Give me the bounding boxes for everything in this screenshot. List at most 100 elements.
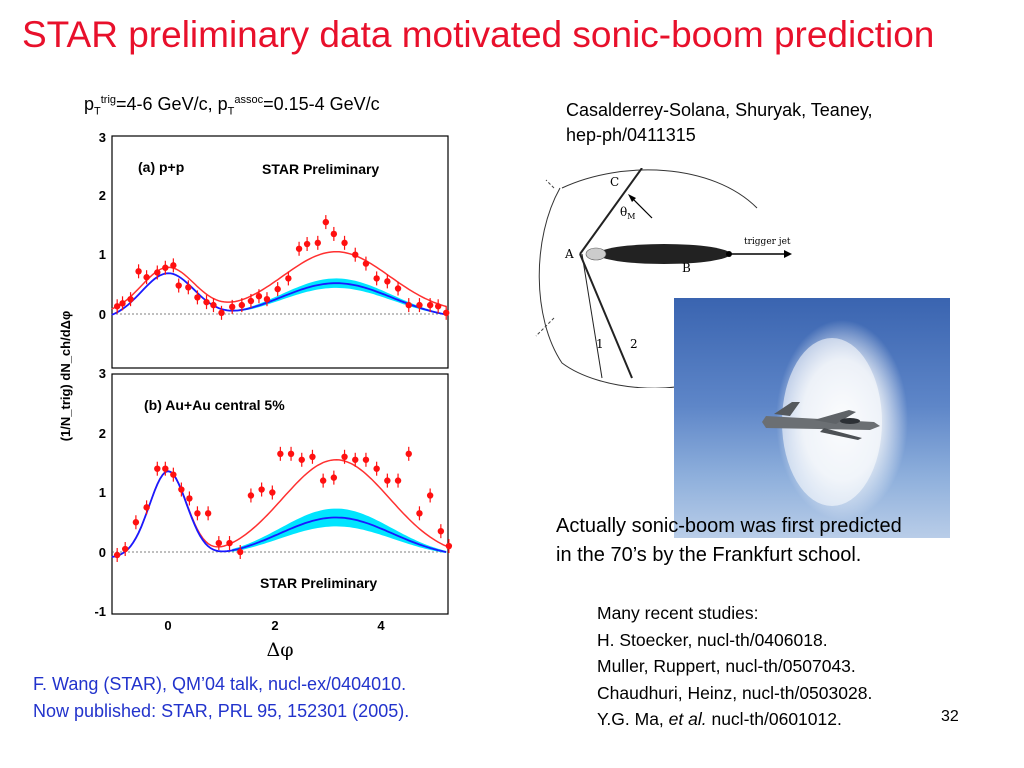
panel-b-ytick-1: 1 [99, 485, 106, 500]
trigger-arrowhead [784, 250, 792, 258]
data-point [258, 486, 265, 493]
sonic-boom-note: Actually sonic-boom was first predicted … [556, 512, 902, 570]
data-point [143, 274, 150, 281]
cond-p1: p [84, 94, 95, 114]
xtick-4: 4 [377, 618, 385, 633]
panel-a: (a) p+p STAR Preliminary 3 2 1 0 [99, 130, 450, 369]
panel-b-tag: STAR Preliminary [260, 575, 377, 591]
jet-tail [585, 247, 607, 261]
data-point [237, 548, 244, 556]
data-point [113, 551, 121, 559]
data-point [437, 527, 445, 535]
slide-title: STAR preliminary data motivated sonic-bo… [22, 14, 935, 55]
panel-b-frame [111, 373, 449, 615]
label-1: 1 [596, 337, 604, 351]
data-point [405, 301, 412, 309]
data-point [341, 239, 348, 247]
data-point [204, 510, 212, 517]
recent-studies: Many recent studies: H. Stoecker, nucl-t… [597, 600, 872, 733]
label-theta: θM [620, 205, 635, 221]
sonic-boom-photo [674, 298, 950, 538]
diagram-circle-top [561, 169, 758, 209]
cone-upper-line [579, 168, 643, 255]
panel-a-ytick-1: 1 [99, 247, 106, 262]
data-point [434, 303, 442, 310]
data-point [132, 519, 140, 526]
data-point [113, 303, 121, 310]
panel-b-ytick-m1: -1 [94, 604, 106, 619]
theta-arrowhead [628, 194, 636, 202]
data-point [426, 492, 434, 499]
x-axis-label: Δφ [266, 639, 293, 661]
panel-a-ytick-3: 3 [99, 130, 106, 145]
label-c: C [610, 175, 619, 189]
data-point [352, 251, 359, 258]
jet-shape [598, 244, 730, 264]
xtick-0: 0 [164, 618, 171, 633]
cond-sub1: T [94, 105, 101, 118]
data-point [175, 282, 182, 289]
star-reference: F. Wang (STAR), QM’04 talk, nucl-ex/0404… [33, 671, 409, 725]
data-point [314, 239, 321, 247]
data-point [135, 268, 142, 275]
panel-b-ytick-3: 3 [99, 366, 106, 381]
data-point [341, 453, 348, 460]
data-point [194, 510, 201, 517]
data-point [186, 495, 193, 502]
data-point [122, 545, 129, 553]
studies-line4: Chaudhuri, Heinz, nucl-th/0503028. [597, 682, 873, 703]
panel-a-model-band [232, 278, 447, 316]
data-point [274, 285, 281, 293]
panel-a-points [113, 215, 450, 320]
data-point [295, 245, 303, 252]
data-point [319, 477, 327, 484]
data-point [309, 453, 316, 460]
panel-a-label: (a) p+p [138, 159, 184, 175]
panel-b-ytick-2: 2 [99, 426, 106, 441]
citation-top: Casalderrey-Solana, Shuryak, Teaney, hep… [566, 98, 873, 148]
lower-dashed-arrow [535, 317, 555, 337]
note-line2: in the 70’s by the Frankfurt school. [556, 544, 862, 566]
y-axis-label: (1/N_trig) dN_ch/dΔφ [58, 311, 73, 442]
data-point [373, 275, 380, 282]
cond-end: =0.15-4 GeV/c [263, 94, 380, 114]
label-2: 2 [630, 337, 638, 351]
studies-line5: Y.G. Ma, et al. nucl-th/0601012. [597, 709, 842, 729]
label-trigger-jet: trigger jet [744, 237, 791, 247]
diagram-circle [538, 187, 698, 388]
data-point [162, 264, 169, 271]
xtick-2: 2 [271, 618, 278, 633]
label-a: A [564, 247, 574, 261]
panel-b-model-band [232, 508, 447, 554]
data-point [416, 510, 423, 517]
data-point [362, 456, 370, 463]
panel-b: (b) Au+Au central 5% STAR Preliminary 3 … [94, 366, 453, 619]
label-b: B [682, 261, 691, 275]
data-point [119, 300, 126, 307]
panel-a-frame [111, 135, 449, 369]
data-point [247, 297, 255, 305]
data-point [416, 301, 423, 309]
data-point [226, 539, 233, 547]
data-point [362, 260, 370, 267]
panel-a-model-curve [111, 272, 447, 316]
theta-arrow [631, 197, 653, 219]
data-point [277, 450, 284, 458]
data-point [263, 295, 271, 303]
data-point [229, 303, 236, 311]
panel-a-ytick-0: 0 [99, 307, 106, 322]
panel-b-model-curve [111, 470, 447, 558]
data-point [203, 298, 210, 306]
upper-dashed-arrow [545, 179, 555, 189]
data-point [394, 285, 402, 292]
data-point [238, 301, 246, 309]
data-point [287, 450, 295, 458]
data-point [170, 262, 177, 269]
cond-sup1: trig [100, 94, 117, 106]
data-point [269, 489, 276, 496]
data-point [247, 492, 255, 499]
data-point [215, 539, 223, 547]
data-point [154, 269, 161, 276]
jet-aircraft [762, 402, 880, 440]
data-point [127, 295, 134, 303]
